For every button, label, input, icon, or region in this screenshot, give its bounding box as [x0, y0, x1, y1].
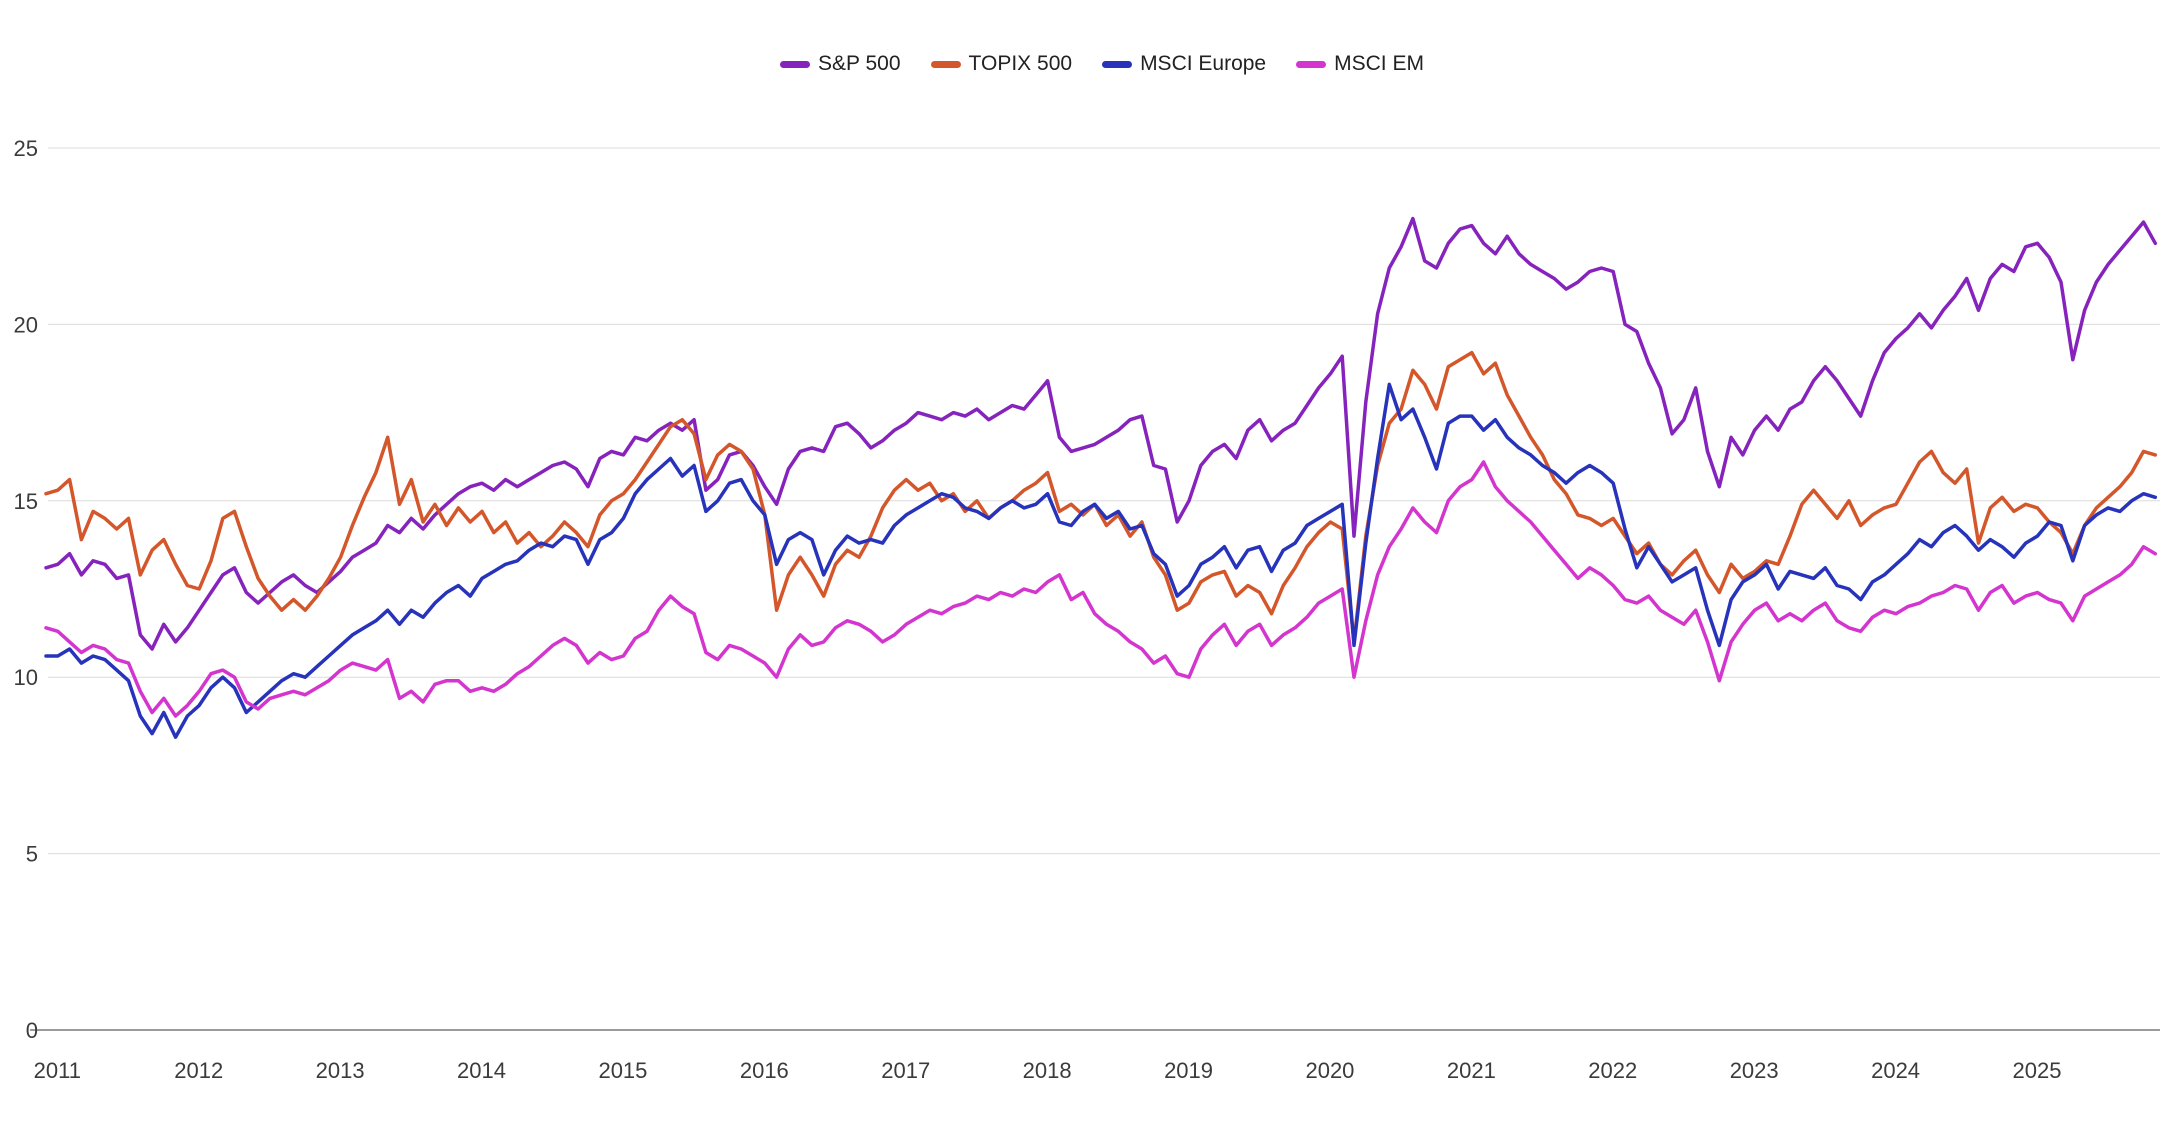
x-tick-label-2013: 2013 [316, 1058, 365, 1083]
series-line-sp-500[interactable] [44, 216, 2158, 651]
legend-label-msci-em: MSCI EM [1334, 52, 1424, 75]
legend-line-swatch-msci-europe [1102, 60, 1133, 68]
y-tick-label-20: 20 [14, 312, 38, 337]
legend-line-swatch-sp-500 [780, 60, 811, 68]
legend-line-swatch-topix-500 [930, 60, 961, 68]
x-tick-label-2020: 2020 [1305, 1058, 1354, 1083]
y-tick-label-15: 15 [14, 489, 38, 514]
x-tick-label-2019: 2019 [1164, 1058, 1213, 1083]
legend-item-sp-500[interactable]: S&P 500 [780, 52, 901, 76]
x-tick-label-2011: 2011 [34, 1058, 81, 1083]
x-tick-label-2017: 2017 [881, 1058, 930, 1083]
series-line-msci-europe[interactable] [44, 382, 2158, 739]
x-tick-label-2021: 2021 [1447, 1058, 1496, 1083]
series-line-msci-em[interactable] [44, 460, 2158, 718]
legend-item-msci-europe[interactable]: MSCI Europe [1102, 52, 1266, 76]
legend-label-topix-500: TOPIX 500 [968, 52, 1073, 75]
legend-label-msci-europe: MSCI Europe [1140, 52, 1267, 75]
y-tick-label-5: 5 [26, 842, 38, 867]
y-tick-label-0: 0 [26, 1018, 38, 1043]
y-tick-label-25: 25 [14, 136, 38, 161]
x-tick-label-2016: 2016 [740, 1058, 789, 1083]
legend-label-sp-500: S&P 500 [818, 52, 901, 75]
chart-legend: S&P 500 TOPIX 500 MSCI Europe MSCI EM [22, 52, 2160, 76]
x-tick-label-2015: 2015 [598, 1058, 647, 1083]
legend-line-swatch-msci-em [1296, 60, 1327, 68]
x-tick-label-2025: 2025 [2013, 1058, 2062, 1083]
x-tick-label-2023: 2023 [1730, 1058, 1779, 1083]
x-tick-label-2022: 2022 [1588, 1058, 1637, 1083]
x-tick-label-2014: 2014 [457, 1058, 506, 1083]
legend-item-msci-em[interactable]: MSCI EM [1296, 52, 1424, 76]
legend-item-topix-500[interactable]: TOPIX 500 [930, 52, 1073, 76]
y-tick-label-10: 10 [14, 665, 38, 690]
series-line-topix-500[interactable] [44, 350, 2158, 644]
x-tick-label-2024: 2024 [1871, 1058, 1920, 1083]
x-tick-label-2018: 2018 [1023, 1058, 1072, 1083]
x-tick-label-2012: 2012 [174, 1058, 223, 1083]
